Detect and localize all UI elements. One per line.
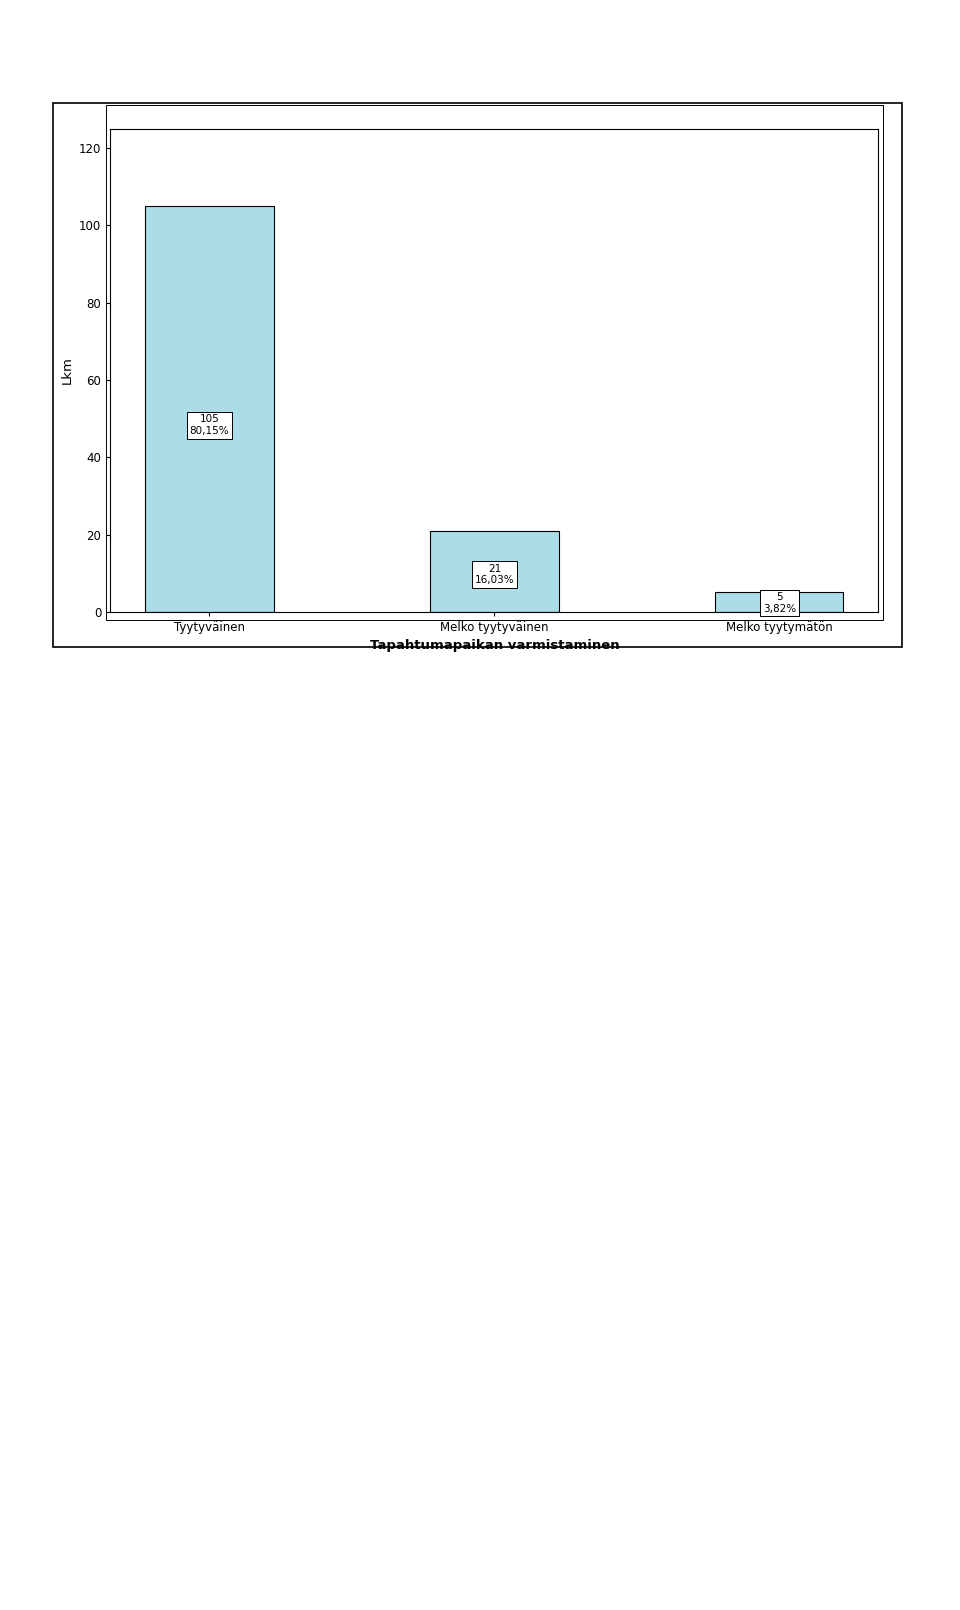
- Text: 21
16,03%: 21 16,03%: [474, 564, 515, 586]
- Text: 5
3,82%: 5 3,82%: [763, 592, 796, 613]
- Bar: [715, 592, 844, 612]
- Bar: [430, 531, 559, 612]
- X-axis label: Tapahtumapaikan varmistaminen: Tapahtumapaikan varmistaminen: [370, 639, 619, 652]
- Text: 105
80,15%: 105 80,15%: [190, 414, 229, 436]
- Y-axis label: Lkm: Lkm: [60, 356, 74, 385]
- Bar: [145, 206, 274, 612]
